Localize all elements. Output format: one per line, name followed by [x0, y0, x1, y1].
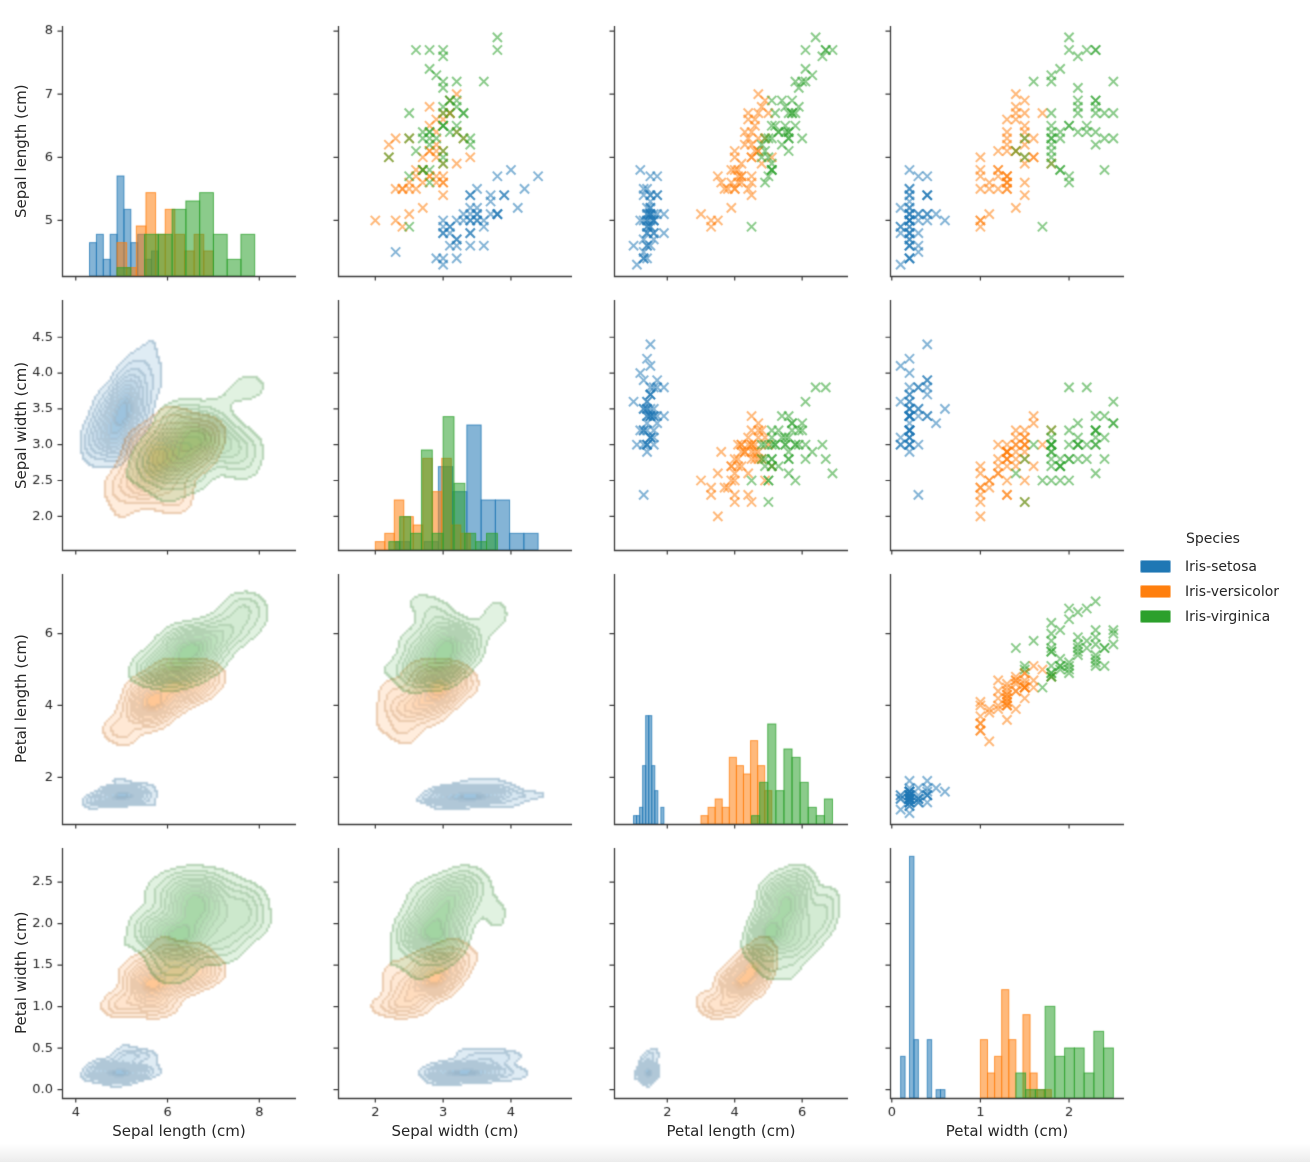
legend-swatch-setosa-icon	[1140, 560, 1171, 573]
legend-swatch-versicolor-icon	[1140, 585, 1171, 598]
legend-label-versicolor: Iris-versicolor	[1185, 583, 1280, 600]
page-bottom-band	[0, 1144, 1310, 1162]
y-axis-label-petal-width: Petal width (cm)	[12, 911, 30, 1035]
legend-item-versicolor: Iris-versicolor	[1140, 579, 1279, 604]
x-axis-label-sepal-length: Sepal length (cm)	[112, 1122, 246, 1140]
x-axis-label-petal-width: Petal width (cm)	[945, 1122, 1069, 1140]
x-axis-label-sepal-width: Sepal width (cm)	[391, 1122, 519, 1140]
legend-swatch-virginica-icon	[1140, 610, 1171, 623]
y-axis-label-petal-length: Petal length (cm)	[12, 634, 30, 764]
x-axis-label-petal-length: Petal length (cm)	[666, 1122, 796, 1140]
legend-title: Species	[1186, 531, 1240, 547]
y-axis-label-sepal-width: Sepal width (cm)	[12, 361, 30, 489]
legend-label-virginica: Iris-virginica	[1185, 608, 1271, 625]
legend-label-setosa: Iris-setosa	[1185, 558, 1257, 575]
legend: Species Iris-setosa Iris-versicolor Iris…	[1140, 531, 1279, 629]
legend-item-setosa: Iris-setosa	[1140, 554, 1279, 579]
legend-item-virginica: Iris-virginica	[1140, 604, 1279, 629]
y-axis-label-sepal-length: Sepal length (cm)	[12, 84, 30, 218]
